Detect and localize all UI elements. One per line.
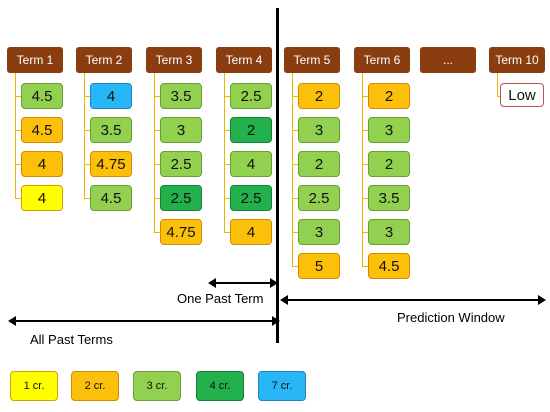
- grade-cell: 3.5: [90, 117, 132, 143]
- grade-cell: 4: [90, 83, 132, 109]
- term10-connector-h: [497, 96, 502, 97]
- grade-cell: 4.75: [160, 219, 202, 245]
- grade-cell: 4.5: [90, 185, 132, 211]
- grade-cell: 4: [21, 151, 63, 177]
- cell-connector: [154, 96, 162, 97]
- cell-connector: [15, 198, 23, 199]
- cell-connector: [154, 198, 162, 199]
- term-header: ...: [420, 47, 476, 73]
- prediction-divider: [276, 8, 279, 343]
- grade-cell: 5: [298, 253, 340, 279]
- grade-cell: 3: [298, 219, 340, 245]
- cell-connector: [292, 164, 300, 165]
- legend-item: 3 cr.: [133, 371, 181, 401]
- column-connector: [362, 73, 363, 266]
- prediction-window-arrow: [280, 295, 546, 305]
- cell-connector: [224, 130, 232, 131]
- cell-connector: [224, 198, 232, 199]
- cell-connector: [15, 96, 23, 97]
- column-connector: [292, 73, 293, 266]
- legend-item: 7 cr.: [258, 371, 306, 401]
- cell-connector: [224, 96, 232, 97]
- grade-cell: 4.75: [90, 151, 132, 177]
- grade-cell: 3: [368, 219, 410, 245]
- term-header: Term 3: [146, 47, 202, 73]
- grade-cell: 2: [298, 151, 340, 177]
- cell-connector: [362, 164, 370, 165]
- cell-connector: [224, 232, 232, 233]
- term-header: Term 5: [284, 47, 340, 73]
- term10-connector: [497, 73, 498, 96]
- column-connector: [154, 73, 155, 232]
- cell-connector: [362, 130, 370, 131]
- grade-cell: 3.5: [368, 185, 410, 211]
- cell-connector: [224, 164, 232, 165]
- one-past-term-arrow: [208, 278, 278, 288]
- term-header: Term 2: [76, 47, 132, 73]
- cell-connector: [362, 198, 370, 199]
- cell-connector: [362, 232, 370, 233]
- grade-cell: 3.5: [160, 83, 202, 109]
- cell-connector: [84, 130, 92, 131]
- cell-connector: [154, 164, 162, 165]
- column-connector: [224, 73, 225, 232]
- cell-connector: [154, 130, 162, 131]
- cell-connector: [362, 266, 370, 267]
- grade-cell: 3: [368, 117, 410, 143]
- grade-cell: 3: [160, 117, 202, 143]
- all-past-terms-label: All Past Terms: [30, 332, 113, 347]
- grade-cell: 2: [368, 151, 410, 177]
- legend-item: 2 cr.: [71, 371, 119, 401]
- grade-cell: 4: [21, 185, 63, 211]
- cell-connector: [292, 130, 300, 131]
- grade-cell: 2.5: [160, 185, 202, 211]
- grade-cell: 3: [298, 117, 340, 143]
- cell-connector: [84, 198, 92, 199]
- term-header: Term 4: [216, 47, 272, 73]
- cell-connector: [154, 232, 162, 233]
- legend-item: 4 cr.: [196, 371, 244, 401]
- grade-cell: 4: [230, 219, 272, 245]
- cell-connector: [362, 96, 370, 97]
- legend-item: 1 cr.: [10, 371, 58, 401]
- grade-cell: 2: [368, 83, 410, 109]
- grade-cell: 2: [298, 83, 340, 109]
- column-connector: [84, 73, 85, 198]
- cell-connector: [292, 96, 300, 97]
- term-header: Term 1: [7, 47, 63, 73]
- grade-cell: 2.5: [298, 185, 340, 211]
- term-header: Term 6: [354, 47, 410, 73]
- grade-cell: 2.5: [230, 83, 272, 109]
- grade-cell: 4.5: [21, 117, 63, 143]
- term10-output-low: Low: [500, 83, 544, 107]
- grade-cell: 4.5: [368, 253, 410, 279]
- column-connector: [15, 73, 16, 198]
- grade-cell: 2.5: [160, 151, 202, 177]
- grade-cell: 4: [230, 151, 272, 177]
- one-past-term-label: One Past Term: [177, 291, 264, 306]
- prediction-window-label: Prediction Window: [397, 310, 505, 325]
- cell-connector: [84, 164, 92, 165]
- cell-connector: [84, 96, 92, 97]
- cell-connector: [15, 164, 23, 165]
- term-header: Term 10: [489, 47, 545, 73]
- cell-connector: [292, 198, 300, 199]
- cell-connector: [292, 232, 300, 233]
- grade-cell: 4.5: [21, 83, 63, 109]
- grade-cell: 2: [230, 117, 272, 143]
- cell-connector: [15, 130, 23, 131]
- cell-connector: [292, 266, 300, 267]
- all-past-terms-arrow: [8, 316, 280, 326]
- grade-cell: 2.5: [230, 185, 272, 211]
